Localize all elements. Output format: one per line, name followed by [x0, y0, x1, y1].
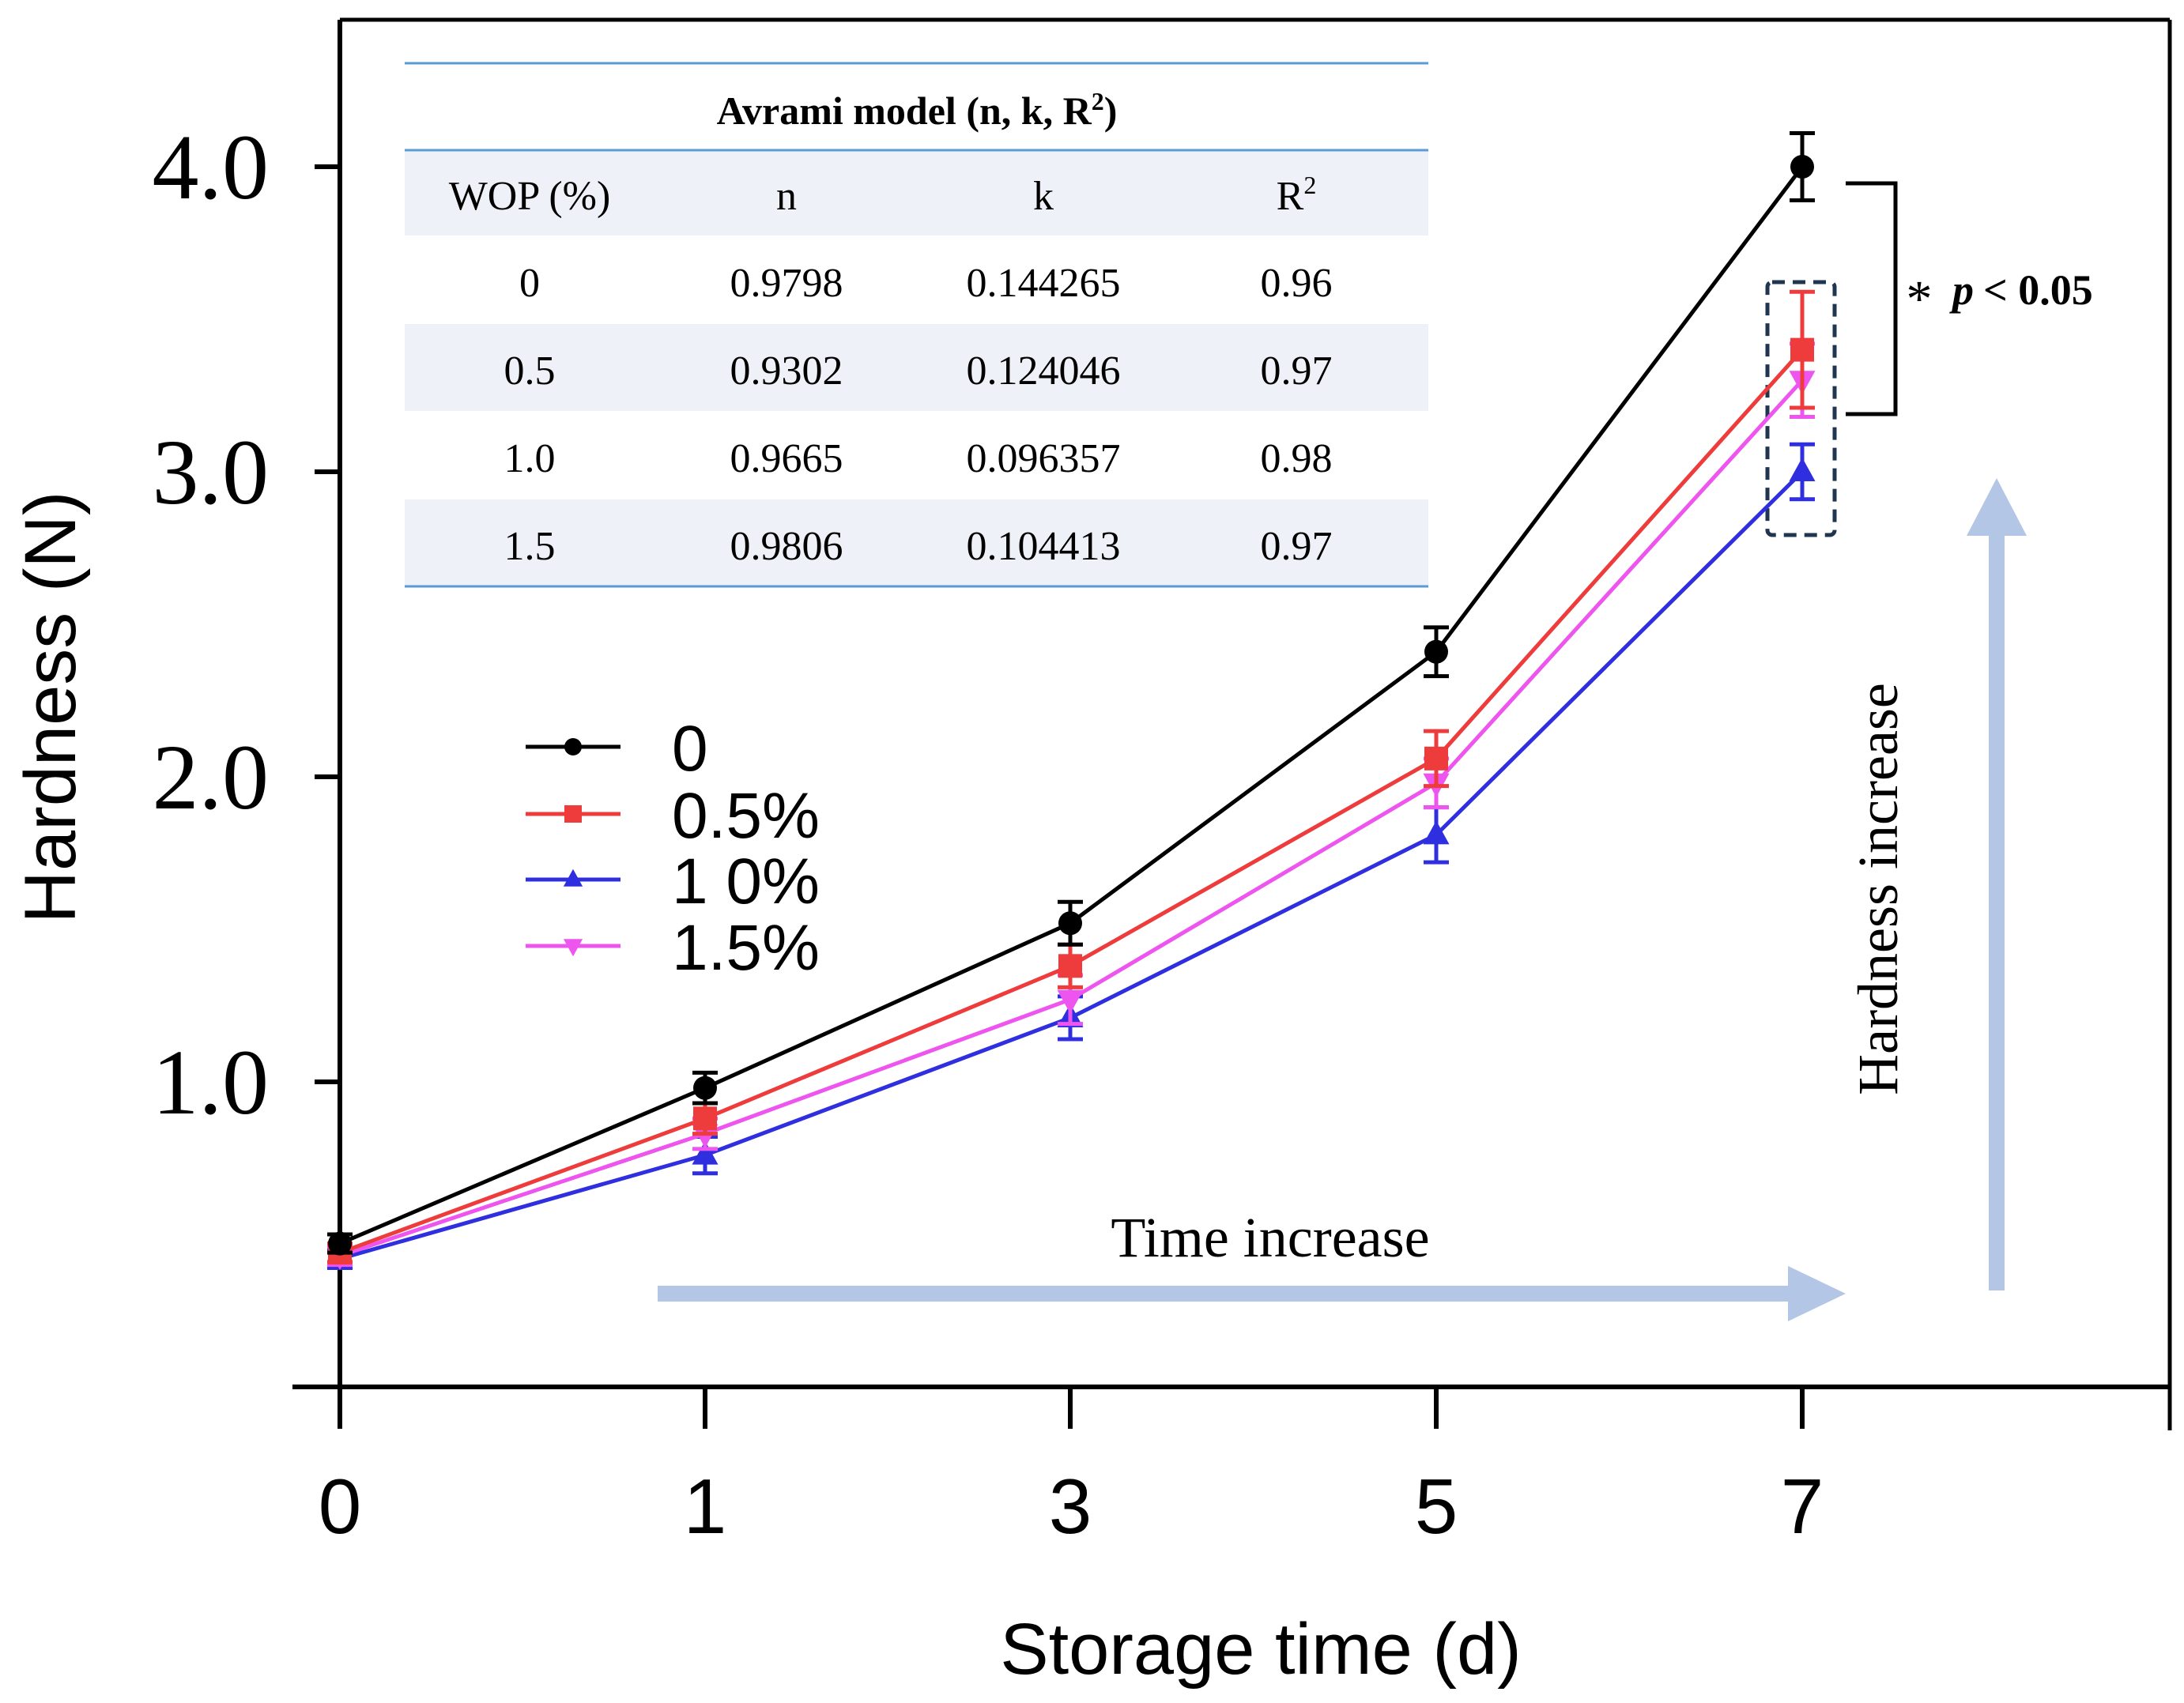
time-arrow-label: Time increase [1111, 1206, 1429, 1269]
table-header-n: n [776, 174, 797, 219]
data-point [1058, 911, 1082, 936]
table-cell: 0.124046 [967, 349, 1121, 394]
y-tick-label: 2.0 [153, 725, 270, 829]
series-line [339, 470, 1804, 1261]
significance-value: < 0.05 [1983, 266, 2093, 314]
time-arrow-shaft [658, 1286, 1796, 1302]
table-stripe-row-2 [405, 324, 1428, 411]
significance-bracket: * p < 0.05 [1846, 181, 2093, 416]
y-axis-label: Hardness (N) [10, 491, 91, 923]
data-point [1424, 746, 1448, 770]
legend-item: 1.5% [526, 912, 820, 984]
table-header-r2-sup: 2 [1303, 171, 1316, 199]
legend-label: 0.5% [672, 780, 820, 852]
legend-label: 1.5% [672, 912, 820, 984]
table-title-main: Avrami model (n, k, R [717, 89, 1092, 133]
y-tick-label: 4.0 [153, 115, 270, 219]
table-title: Avrami model (n, k, R2) [717, 87, 1118, 133]
x-ticks: 0 1 3 5 7 [319, 1387, 1824, 1550]
y-ticks: 1.0 2.0 3.0 4.0 [153, 115, 340, 1134]
data-point [1790, 337, 1814, 362]
data-point [693, 1106, 717, 1131]
table-cell: 1.5 [504, 524, 556, 569]
table-header-band [405, 150, 1428, 235]
table-cell: 0.97 [1261, 524, 1333, 569]
legend-item: 0.5% [526, 780, 820, 852]
table-header-r2-base: R [1277, 174, 1304, 219]
table-cell: 0.096357 [967, 436, 1121, 481]
table-body: 0 0.9798 0.144265 0.96 0.5 0.9302 0.124046 0.97… [504, 261, 1333, 569]
plot-frame [292, 17, 2172, 1430]
table-cell: 0.5 [504, 349, 556, 394]
table-cell: 0.104413 [967, 524, 1121, 569]
legend-item: 0 [526, 713, 708, 785]
data-point [563, 939, 583, 957]
data-point [564, 738, 582, 755]
data-point [1058, 954, 1082, 978]
x-tick-label: 3 [1049, 1463, 1092, 1550]
table-header-r2: R2 [1277, 171, 1317, 219]
table-cell: 0.9665 [730, 436, 843, 481]
table-cell: 0.98 [1261, 436, 1333, 481]
hardness-arrow-label: Hardness increase [1846, 683, 1910, 1095]
data-point [564, 805, 582, 823]
hardness-arrow-shaft [1989, 528, 2005, 1290]
data-point [563, 868, 583, 887]
series-0 [327, 131, 1815, 1256]
y-tick-label: 1.0 [153, 1030, 270, 1134]
table-cell: 0 [519, 261, 540, 306]
data-point [692, 1140, 719, 1165]
time-increase-arrow: Time increase [658, 1206, 1846, 1321]
x-tick-label: 0 [319, 1463, 362, 1550]
series-line [339, 348, 1804, 1255]
table-title-sup: 2 [1092, 87, 1104, 115]
significance-label: p < 0.05 [1949, 266, 2093, 314]
x-tick-label: 1 [684, 1463, 727, 1550]
table-header-k: k [1033, 174, 1054, 219]
x-tick-label: 5 [1415, 1463, 1458, 1550]
time-arrow-head [1788, 1266, 1846, 1321]
table-header-wop: WOP (%) [449, 174, 611, 219]
data-point [1423, 820, 1450, 845]
data-point [693, 1076, 717, 1100]
significance-star: * [1907, 270, 1933, 328]
table-cell: 0.97 [1261, 349, 1333, 394]
data-point [1057, 989, 1084, 1014]
series-1-5- [326, 341, 1816, 1271]
table-title-end: ) [1104, 89, 1118, 133]
bracket-line [1846, 181, 1898, 416]
table-cell: 0.9798 [730, 261, 843, 306]
data-point [1424, 639, 1448, 664]
significance-p: p [1949, 266, 1974, 314]
data-point [1790, 155, 1814, 179]
data-point [328, 1231, 352, 1256]
series-layer [326, 131, 1816, 1271]
table-stripe-row-4 [405, 499, 1428, 586]
data-point [1789, 458, 1816, 481]
hardness-arrow-head [1967, 478, 2027, 536]
y-tick-label: 3.0 [153, 420, 270, 524]
table-cell: 1.0 [504, 436, 556, 481]
hardness-increase-arrow: Hardness increase [1846, 478, 2027, 1290]
legend: 00.5%1 0%1.5% [526, 713, 820, 984]
legend-item: 1 0% [526, 846, 820, 917]
avrami-table: Avrami model (n, k, R2) WOP (%) n k R2 0… [405, 62, 1428, 588]
table-cell: 0.9302 [730, 349, 843, 394]
legend-label: 0 [672, 713, 708, 785]
table-cell: 0.96 [1261, 261, 1333, 306]
day7-dashed-box [1765, 280, 1837, 537]
x-tick-label: 7 [1781, 1463, 1824, 1550]
table-cell: 0.9806 [730, 524, 843, 569]
x-axis-label: Storage time (d) [1000, 1609, 1522, 1690]
table-cell: 0.144265 [967, 261, 1121, 306]
legend-label: 1 0% [672, 846, 820, 917]
